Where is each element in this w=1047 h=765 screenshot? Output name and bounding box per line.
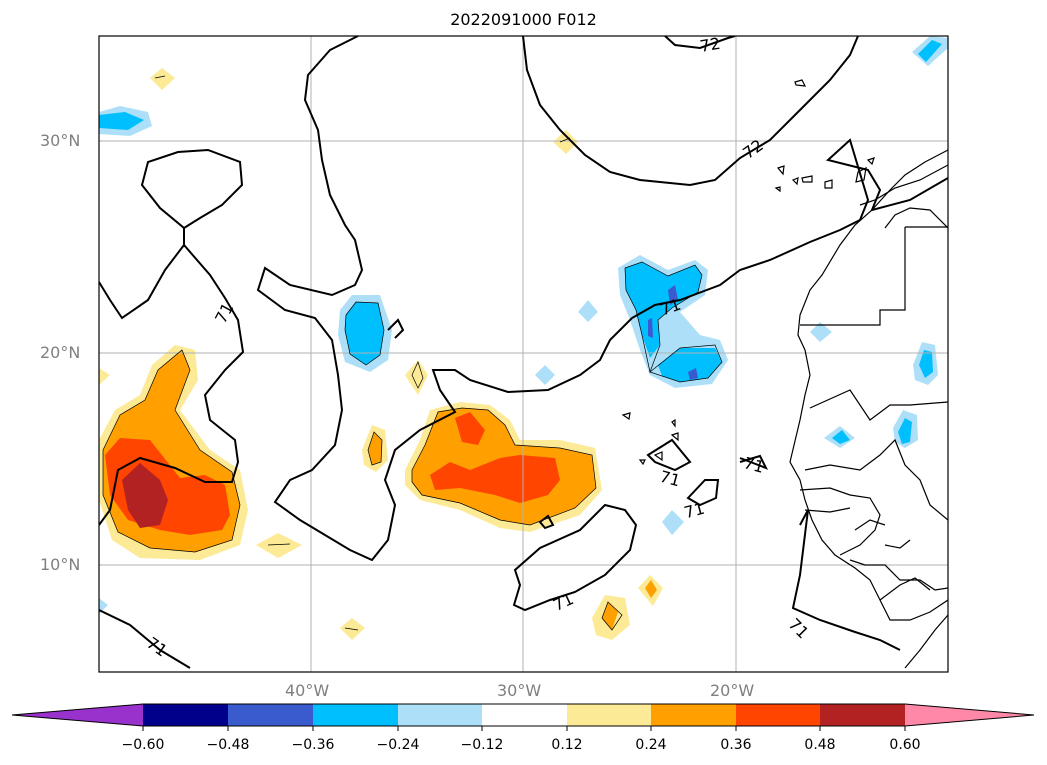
map-gridlines [99,36,948,672]
colorbar-swatch [482,704,567,726]
contour-label: 71 [742,453,767,477]
negative-anomaly-shading [99,36,948,614]
contour-label: 71 [682,499,707,523]
colorbar-swatch [228,704,313,726]
contour-lines [99,36,948,669]
colorbar-tick-label: 0.12 [551,737,583,753]
colorbar-extend-min [12,704,143,726]
plot-frame [98,35,949,673]
colorbar-tick-label: 0.48 [804,737,836,753]
colorbar-swatch [567,704,651,726]
colorbar-swatch [651,704,736,726]
contour-label: 71 [658,467,683,491]
colorbar-swatch [398,704,482,726]
colorbar-tick-label: 0.36 [720,737,752,753]
lon-label-40w: 40°W [285,681,330,700]
colorbar [11,703,1035,731]
lat-label-30n: 30°N [40,131,81,150]
colorbar-tick-label: 0.60 [889,737,921,753]
contour-label: 72 [698,34,721,56]
colorbar-tick-label: −0.24 [376,737,420,753]
colorbar-swatch [313,704,398,726]
lon-label-20w: 20°W [710,681,755,700]
colorbar-extend-max [905,704,1034,726]
colorbar-tick-label: −0.12 [460,737,504,753]
positive-anomaly-shading [99,68,663,640]
colorbar-swatch [736,704,820,726]
map-title: 2022091000 F012 [450,10,597,29]
coastlines [621,79,948,669]
colorbar-swatch [820,704,905,726]
colorbar-tick-label: −0.36 [291,737,335,753]
lon-label-30w: 30°W [497,681,542,700]
colorbar-tick-label: −0.48 [206,737,250,753]
map-plot-area: 71 71 71 71 71 71 71 71 72 72 [99,34,948,672]
colorbar-tick-label: −0.60 [121,737,165,753]
lat-label-10n: 10°N [40,555,81,574]
colorbar-swatch [143,704,228,726]
colorbar-tick-label: 0.24 [635,737,667,753]
lat-label-20n: 20°N [40,343,81,362]
